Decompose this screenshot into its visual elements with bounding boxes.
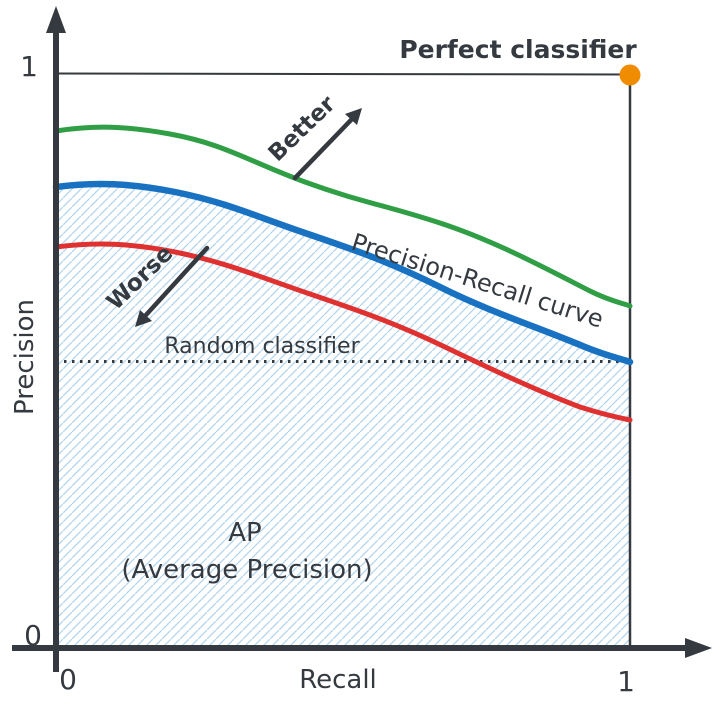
green-better-curve (53, 124, 633, 309)
y-tick-1: 1 (20, 50, 38, 83)
better-label: Better (264, 91, 342, 167)
y-axis-label: Precision (10, 299, 40, 415)
x-tick-1: 1 (617, 665, 635, 698)
blue-pr-curve (52, 180, 634, 366)
perfect-classifier-dot (619, 64, 641, 86)
x-axis-label: Recall (299, 665, 377, 695)
better-arrow (292, 116, 355, 181)
ap-area (56, 184, 630, 647)
y-axis-arrowhead-icon (46, 6, 66, 33)
ap-full-label: (Average Precision) (121, 555, 372, 585)
worse-arrowhead-icon (135, 310, 152, 327)
x-axis-arrowhead-icon (685, 638, 712, 658)
ap-abbr-label: AP (228, 518, 261, 548)
perfect-classifier-label: Perfect classifier (399, 35, 637, 64)
red-worse-curve (53, 241, 633, 423)
y-tick-0: 0 (24, 619, 42, 652)
x-tick-0: 0 (59, 663, 77, 696)
worse-arrow (143, 245, 210, 318)
better-arrowhead-icon (345, 108, 362, 125)
top-border-precision-1 (55, 72, 631, 76)
random-classifier-label: Random classifier (164, 334, 360, 359)
